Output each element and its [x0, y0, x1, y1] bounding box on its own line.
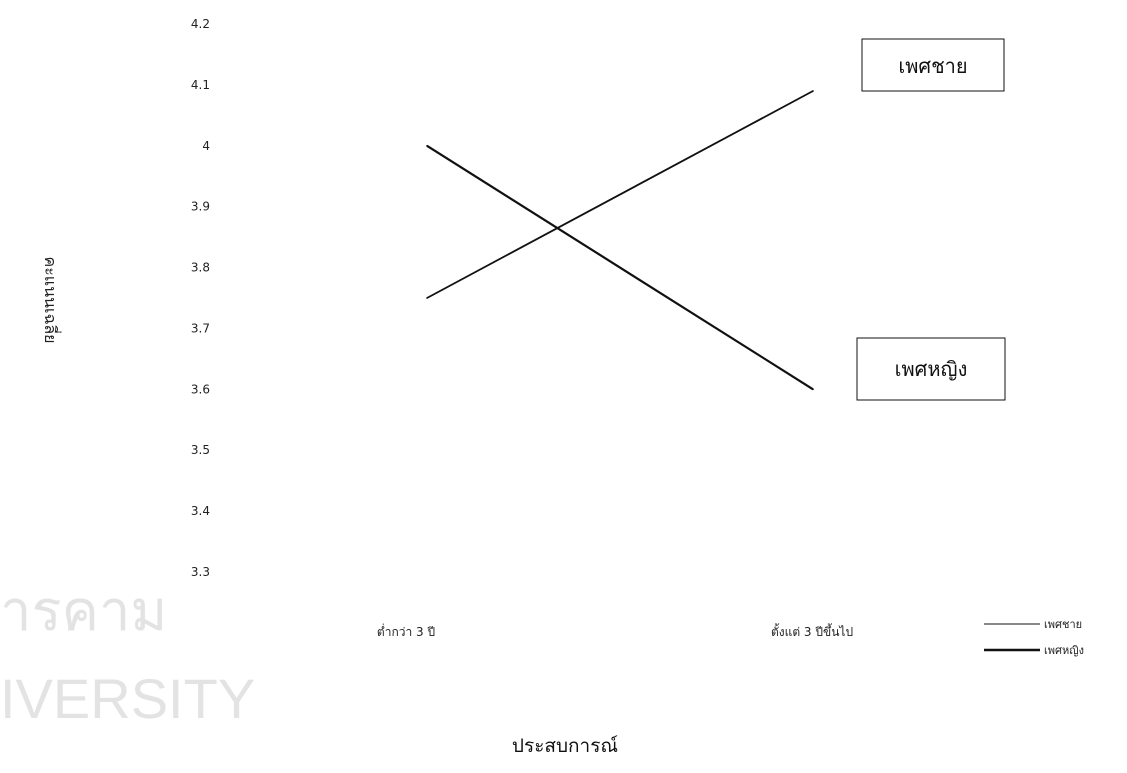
y-tick-label: 3.9 [191, 200, 210, 214]
y-tick-label: 3.5 [191, 443, 210, 457]
y-tick-label: 3.8 [191, 261, 210, 275]
y-tick-label: 4.2 [191, 17, 210, 31]
legend-entry: เพศหญิง [1044, 644, 1084, 657]
series-line [426, 90, 814, 299]
series-point [426, 297, 428, 299]
y-tick-label: 3.7 [191, 321, 210, 335]
x-axis-label: ประสบการณ์ [512, 735, 618, 757]
series-group [426, 90, 814, 391]
series-point [426, 144, 428, 147]
category-label: ต่ำกว่า 3 ปี [377, 623, 435, 639]
y-axis-ticks: 4.2 4.1 4 3.9 3.8 3.7 3.6 3.5 3.4 3.3 [191, 17, 210, 579]
category-label: ตั้งแต่ 3 ปีขึ้นไป [771, 623, 853, 639]
watermark-line-1: ารคาม [0, 579, 167, 642]
y-tick-label: 3.3 [191, 565, 210, 579]
annotation-label: เพศชาย [898, 54, 967, 78]
y-tick-label: 4.1 [191, 78, 210, 92]
annotation-label: เพศหญิง [895, 357, 968, 381]
annotation-male: เพศชาย [861, 38, 1005, 92]
series-point [812, 388, 814, 391]
legend-entry: เพศชาย [1044, 618, 1082, 631]
legend: เพศชาย เพศหญิง [984, 618, 1084, 657]
watermark-line-2: IVERSITY [0, 667, 255, 730]
series-point [812, 90, 814, 92]
y-tick-label: 4 [202, 139, 210, 153]
annotation-box [861, 38, 1005, 92]
y-tick-label: 3.4 [191, 504, 210, 518]
y-tick-label: 3.6 [191, 382, 210, 396]
series-line [426, 144, 814, 391]
annotation-female: เพศหญิง [856, 337, 1006, 401]
y-axis-label: คะแนนเฉลี่ย [41, 256, 62, 343]
annotation-box [856, 337, 1006, 401]
